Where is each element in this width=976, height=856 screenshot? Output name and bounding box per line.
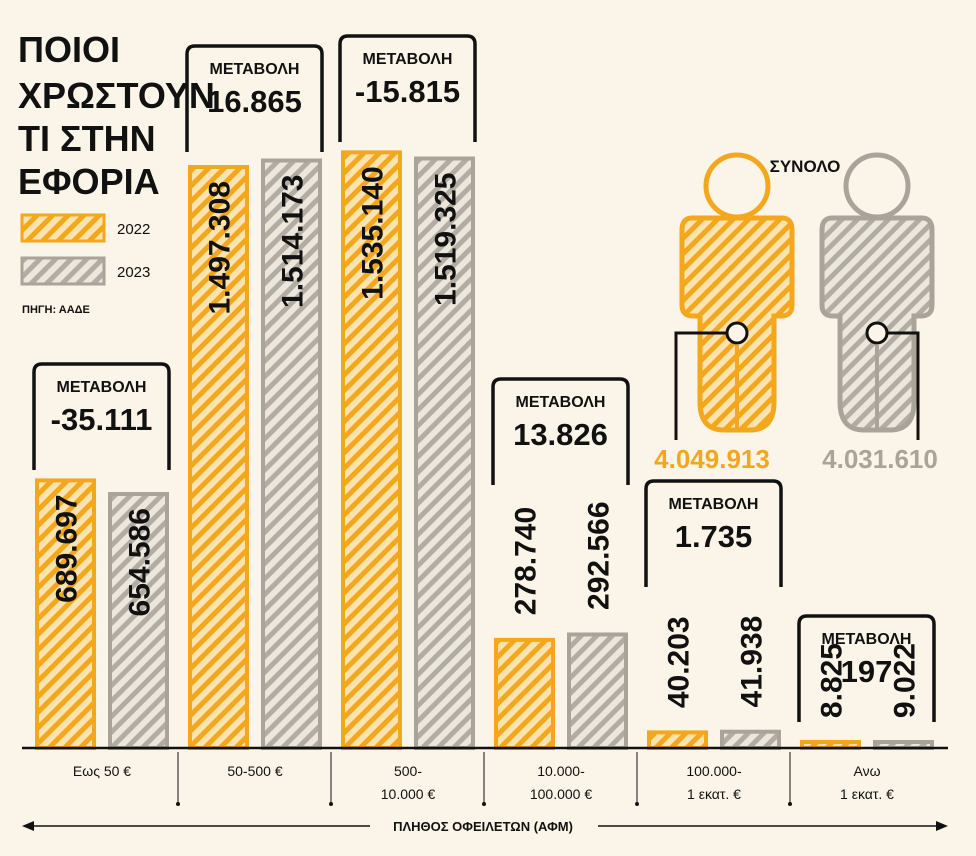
x-tick-label-cat-4-line-2: 100.000 €	[530, 786, 592, 802]
change-box-cat-5	[644, 479, 783, 587]
value-label-2022-cat-5: 40.203	[663, 616, 696, 708]
change-label-cat-1: ΜΕΤΑΒΟΛΗ	[57, 379, 147, 396]
figure-2023	[819, 152, 935, 440]
change-value-cat-5: 1.735	[675, 519, 753, 554]
legend-label-2022: 2022	[117, 221, 150, 238]
value-label-2023-cat-3: 1.519.325	[430, 173, 463, 306]
change-label-cat-3: ΜΕΤΑΒΟΛΗ	[363, 51, 453, 68]
value-label-2023-cat-4: 292.566	[583, 501, 616, 609]
category-divider-dot-5	[788, 802, 792, 806]
x-tick-label-cat-3-line-1: 500-	[394, 763, 422, 779]
x-tick-label-cat-5-line-2: 1 εκατ. €	[687, 786, 741, 802]
x-tick-label-cat-4-line-1: 10.000-	[537, 763, 585, 779]
value-label-2022-cat-1: 689.697	[51, 494, 84, 602]
change-label-cat-2: ΜΕΤΑΒΟΛΗ	[210, 61, 300, 78]
value-label-2023-cat-5: 41.938	[736, 616, 769, 708]
bar-2022-cat-2	[188, 165, 249, 750]
total-2023: 4.031.610	[822, 444, 938, 474]
legend-swatch-2023	[20, 256, 106, 286]
category-divider-dot-2	[329, 802, 333, 806]
category-divider-dot-1	[176, 802, 180, 806]
plot-area: 689.697 654.586 ΜΕΤΑΒΟΛΗ -35.111 Εως 50 € 1.4…	[32, 34, 936, 806]
legend-swatch-2022	[20, 213, 106, 243]
category-divider-dot-3	[482, 802, 486, 806]
bar-2022-cat-4	[494, 637, 555, 750]
source-note: ΠΗΓΗ: ΑΑΔΕ	[22, 304, 90, 316]
x-tick-label-cat-6-line-2: 1 εκατ. €	[840, 786, 894, 802]
chart-title: ΠΟΙΟΙ ΧΡΩΣΤΟΥΝ ΤΙ ΣΤΗΝ ΕΦΟΡΙΑ	[18, 29, 215, 202]
change-box-cat-6	[797, 614, 936, 722]
bar-2022-cat-5	[647, 730, 708, 751]
change-label-cat-4: ΜΕΤΑΒΟΛΗ	[516, 394, 606, 411]
legend: 2022 2023 ΠΗΓΗ: ΑΑΔΕ	[20, 213, 150, 316]
bar-2023-cat-5	[720, 729, 781, 750]
change-value-cat-6: 197	[841, 654, 893, 689]
change-box-cat-1	[32, 362, 171, 470]
change-label-cat-5: ΜΕΤΑΒΟΛΗ	[669, 496, 759, 513]
value-label-2022-cat-4: 278.740	[510, 507, 543, 615]
x-tick-label-cat-2-line-1: 50-500 €	[227, 763, 282, 779]
legend-label-2023: 2023	[117, 264, 150, 281]
value-label-2022-cat-3: 1.535.140	[357, 166, 390, 299]
bar-2022-cat-3	[341, 150, 402, 751]
bar-2023-cat-2	[261, 158, 322, 751]
change-box-cat-2	[185, 44, 324, 152]
change-box-cat-3	[338, 34, 477, 142]
bar-2023-cat-4	[567, 632, 628, 750]
totals-label: ΣΥΝΟΛΟ	[770, 157, 841, 176]
x-tick-label-cat-3-line-2: 10.000 €	[381, 786, 436, 802]
change-value-cat-4: 13.826	[513, 417, 608, 452]
change-box-cat-4	[491, 377, 630, 485]
value-label-2023-cat-2: 1.514.173	[277, 175, 310, 308]
x-tick-label-cat-6-line-1: Ανω	[853, 763, 880, 779]
figure-2022	[674, 152, 795, 440]
change-value-cat-3: -15.815	[355, 74, 460, 109]
totals-panel: ΣΥΝΟΛΟ 4.049.913 4.031.610	[654, 152, 938, 474]
value-label-2022-cat-6: 8.825	[816, 643, 849, 718]
title-line-3: ΤΙ ΣΤΗΝ	[18, 118, 156, 159]
x-axis-title: ΠΛΗΘΟΣ ΟΦΕΙΛΕΤΩΝ (ΑΦΜ)	[393, 819, 573, 834]
x-tick-label-cat-5-line-1: 100.000-	[686, 763, 742, 779]
x-tick-label-cat-1-line-1: Εως 50 €	[73, 763, 131, 779]
value-label-2023-cat-6: 9.022	[889, 643, 922, 718]
title-line-2: ΧΡΩΣΤΟΥΝ	[18, 75, 215, 116]
value-label-2023-cat-1: 654.586	[124, 508, 157, 616]
change-value-cat-1: -35.111	[51, 402, 153, 437]
bar-2023-cat-1	[108, 492, 169, 750]
total-2022: 4.049.913	[654, 444, 770, 474]
value-label-2022-cat-2: 1.497.308	[204, 181, 237, 314]
change-value-cat-2: 16.865	[207, 84, 302, 119]
title-line-4: ΕΦΟΡΙΑ	[18, 161, 160, 202]
bar-2023-cat-3	[414, 156, 475, 751]
category-divider-dot-4	[635, 802, 639, 806]
x-axis: ΠΛΗΘΟΣ ΟΦΕΙΛΕΤΩΝ (ΑΦΜ)	[22, 819, 948, 834]
title-line-1: ΠΟΙΟΙ	[18, 29, 120, 70]
change-label-cat-6: ΜΕΤΑΒΟΛΗ	[822, 631, 912, 648]
